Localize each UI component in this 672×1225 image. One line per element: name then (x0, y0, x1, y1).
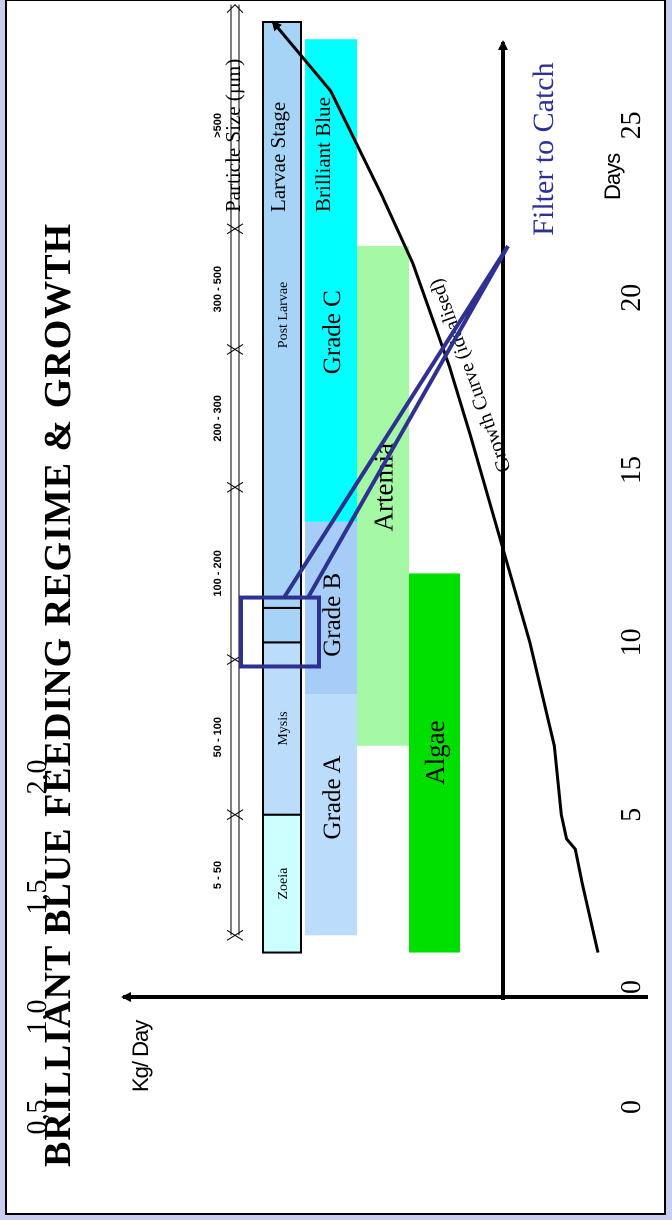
larvae-stage-label-mysis: Mysis (276, 711, 291, 745)
feed-label-grade-b: Grade B (319, 573, 346, 657)
feed-label-algae: Algae (420, 720, 450, 784)
particle-size-arrow (226, 4, 244, 14)
particle-size-mark-3 (226, 481, 244, 493)
x-tick-25: 25 (616, 111, 647, 139)
y-tick-0: 0,5 (22, 1100, 53, 1135)
particle-size-label-3: 200 - 300 (212, 395, 224, 441)
particle-size-label-5: >500 (212, 113, 224, 138)
y-tick-origin: 0 (616, 1100, 647, 1114)
filter-box (239, 595, 321, 669)
filter-pointer (282, 244, 510, 599)
x-tick-15: 15 (616, 456, 647, 484)
larvae-stage-2 (262, 606, 302, 644)
x-tick-20: 20 (616, 284, 647, 312)
particle-size-label-1: 50 - 100 (212, 717, 224, 757)
feed-label-grade-c: Grade C (319, 290, 346, 374)
x-tick-10: 10 (616, 628, 647, 656)
particle-size-mark-1 (226, 809, 244, 821)
particle-size-label-4: 300 - 500 (212, 266, 224, 312)
particle-size-mark-0 (226, 929, 244, 941)
larvae-stage-3 (262, 21, 302, 609)
particle-size-label-0: 5 - 50 (212, 861, 224, 889)
growth-curve-line (271, 20, 600, 953)
y-tick-2: 1,5 (22, 880, 53, 915)
particle-size-mark-5 (226, 223, 244, 235)
y-tick-3: 2,0 (22, 760, 53, 795)
larvae-stage-label-zoeia: Zoeia (276, 867, 291, 900)
feed-bar-grade-c (305, 39, 357, 522)
row-label-brilliant-blue: Brilliant Blue (311, 97, 335, 212)
feed-bar-artemia (357, 246, 409, 746)
feed-label-grade-a: Grade A (319, 755, 346, 839)
feed-bar-grade-a (305, 694, 357, 936)
row-label-particle-size: Particle Size (µm) (221, 59, 245, 212)
row-label-larvae-stage: Larvae Stage (266, 102, 290, 212)
filter-annotation: Filter to Catch (527, 62, 560, 235)
feed-bar-algae (409, 573, 460, 953)
x-tick-5: 5 (616, 808, 647, 822)
larvae-stage-label-post-larvae: Post Larvae (276, 282, 291, 348)
chart-title: BRILLIANT BLUE FEEDING REGIME & GROWTH (37, 223, 79, 1167)
y-axis-title: Kg/ Day (128, 1020, 153, 1092)
x-axis-title: Days (600, 153, 625, 200)
y-tick-1: 1,0 (22, 1000, 53, 1035)
particle-size-mark-4 (226, 343, 244, 355)
particle-size-label-2: 100 - 200 (212, 550, 224, 596)
x-tick-0: 0 (616, 980, 647, 994)
